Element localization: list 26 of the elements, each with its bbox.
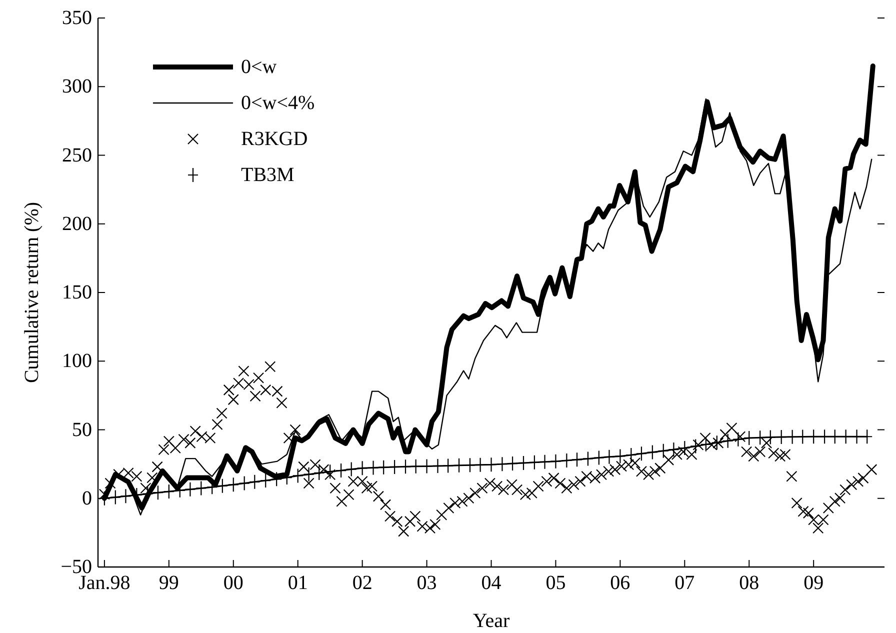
- legend-label: TB3M: [241, 164, 295, 186]
- legend-label: 0<w: [241, 56, 278, 78]
- x-tick-label: 01: [288, 572, 308, 594]
- y-tick-label: 50: [72, 418, 92, 441]
- x-tick-label: 06: [610, 572, 630, 594]
- x-tick-label: 04: [481, 572, 502, 594]
- x-axis-title: Year: [472, 610, 510, 632]
- y-axis-title: Cumulative return (%): [21, 202, 43, 384]
- x-tick-label: 03: [416, 572, 437, 594]
- y-tick-label: 150: [62, 282, 92, 304]
- x-tick-label: 05: [546, 572, 566, 594]
- x-tick-label: 07: [674, 572, 695, 594]
- y-tick-label: 350: [62, 7, 92, 29]
- y-tick-label: 100: [62, 350, 92, 372]
- legend-label: 0<w<4%: [241, 92, 315, 114]
- y-tick-label: 250: [62, 144, 92, 166]
- x-tick-label: 99: [158, 572, 179, 594]
- x-tick-label: 09: [804, 572, 824, 594]
- y-tick-label: 200: [62, 212, 92, 235]
- legend-label: R3KGD: [241, 128, 308, 150]
- x-tick-label: 02: [352, 572, 372, 594]
- y-tick-label: 0: [82, 487, 92, 510]
- x-tick-label: 08: [739, 572, 760, 594]
- y-tick-label: 300: [62, 76, 92, 98]
- x-tick-label: 00: [223, 572, 244, 594]
- x-tick-label: Jan.98: [78, 572, 130, 594]
